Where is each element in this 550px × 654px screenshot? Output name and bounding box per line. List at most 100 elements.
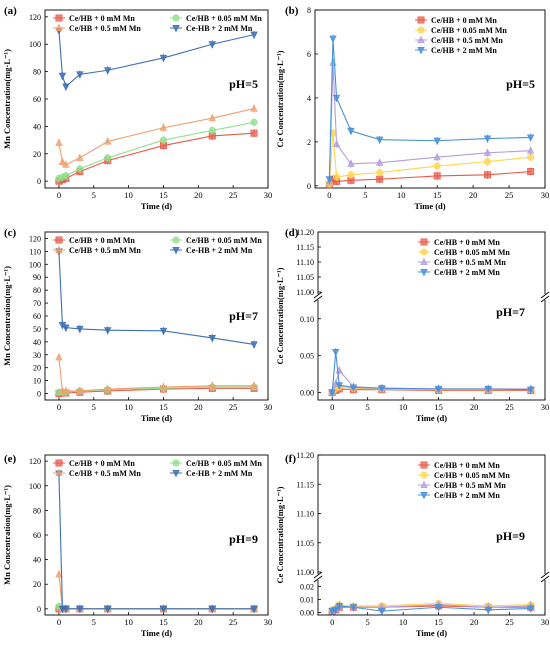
x-tick-label: 20: [470, 402, 479, 412]
y-tick-label: 11.05: [296, 273, 314, 282]
series-line: [328, 170, 531, 186]
data-point: [62, 605, 70, 614]
y-tick-label: 40: [33, 122, 41, 131]
x-tick-label: 30: [541, 190, 550, 200]
legend-marker: [172, 469, 180, 478]
x-tick-label: 10: [124, 190, 133, 200]
series-line: [58, 251, 255, 345]
data-point: [433, 162, 441, 170]
y-axis-label: Ce Concentration(mg·L⁻¹): [275, 50, 285, 147]
x-tick-label: 5: [366, 402, 370, 412]
data-point: [483, 148, 492, 156]
x-tick-label: 30: [541, 617, 550, 627]
legend-label: Ce/HB + 0.5 mM Mn: [431, 36, 503, 45]
data-point: [250, 129, 258, 137]
data-point: [433, 152, 441, 161]
data-point: [159, 605, 168, 614]
legend-label: Ce/HB + 0.05 mM Mn: [434, 471, 510, 480]
x-axis-label: Time (d): [141, 628, 172, 638]
data-point: [527, 386, 535, 395]
series-line: [58, 30, 255, 88]
data-point: [349, 384, 358, 392]
legend-marker: [172, 247, 180, 255]
y-tick-label: 20: [33, 364, 41, 373]
data-point: [159, 382, 168, 391]
data-point: [62, 324, 70, 333]
ph-label: pH=7: [496, 305, 525, 319]
data-point: [335, 602, 343, 611]
data-point: [58, 157, 67, 165]
data-point: [159, 327, 168, 336]
data-point: [104, 154, 112, 162]
legend-label: Ce/HB + 0.5 mM Mn: [69, 469, 141, 478]
legend-label: Ce/HB + 0.05 mM Mn: [431, 26, 507, 35]
data-point: [347, 171, 355, 179]
data-point: [526, 134, 535, 142]
y-axis-label: Mn Concentration(mg·L⁻¹): [2, 266, 12, 366]
y-tick-label: 80: [33, 286, 41, 295]
plot-frame: [314, 9, 546, 189]
axis-break-gap: [314, 294, 322, 300]
legend-marker: [420, 480, 428, 489]
legend-label: Ce/HB + 0.5 mM Mn: [434, 481, 506, 490]
data-point: [332, 139, 341, 148]
y-tick-label: 11.00: [296, 568, 314, 577]
y-tick-label: 0.01: [300, 596, 314, 605]
x-tick-label: 5: [92, 402, 96, 412]
legend-label: Ce/HB + 0 mM Mn: [69, 236, 135, 245]
data-point: [208, 126, 216, 134]
x-tick-label: 0: [57, 190, 61, 200]
y-axis-label: Ce Concentration(mg·L⁻¹): [275, 486, 285, 583]
y-tick-label: 0: [37, 390, 41, 399]
data-point: [335, 382, 343, 390]
series-line: [58, 121, 255, 179]
x-tick-label: 5: [366, 617, 370, 627]
y-tick-label: 70: [33, 299, 41, 308]
x-tick-label: 15: [159, 617, 168, 627]
x-axis-label: Time (d): [416, 413, 447, 423]
x-tick-label: 25: [505, 617, 514, 627]
data-point: [208, 41, 216, 49]
x-tick-label: 20: [194, 402, 203, 412]
x-tick-label: 10: [399, 402, 408, 412]
data-point: [55, 352, 63, 361]
legend-label: Ce/HB + 0 mM Mn: [69, 14, 135, 23]
panel-label: (f): [285, 453, 296, 465]
legend-label: Ce/HB + 0.05 mM Mn: [186, 14, 262, 23]
y-tick-label: 80: [33, 506, 41, 515]
legend-marker: [420, 268, 428, 277]
y-axis-label: Mn Concentration(mg·L⁻¹): [2, 49, 12, 149]
axis-break-gap: [541, 574, 549, 580]
data-point: [332, 94, 341, 103]
data-point: [433, 137, 441, 146]
x-tick-label: 25: [229, 190, 238, 200]
y-tick-label: 120: [29, 234, 41, 243]
panel-label: (b): [285, 5, 299, 17]
x-tick-label: 25: [505, 402, 514, 412]
panel-label: (d): [285, 227, 299, 239]
legend-marker: [420, 471, 428, 479]
data-point: [76, 386, 84, 394]
axis-break-mark: [313, 571, 323, 579]
legend-label: Ce/HB + 2 mM Mn: [434, 268, 500, 277]
legend-label: Ce-HB + 2 mM Mn: [186, 246, 253, 255]
legend-label: Ce-HB + 2 mM Mn: [186, 469, 253, 478]
y-axis-label: Ce Concentration(mg·L⁻¹): [275, 267, 285, 364]
series-line: [331, 351, 531, 393]
data-point: [250, 118, 258, 126]
data-point: [483, 135, 492, 143]
data-point: [76, 605, 84, 614]
data-point: [484, 606, 492, 615]
x-tick-label: 15: [434, 402, 443, 412]
data-point: [250, 104, 258, 112]
data-point: [434, 604, 443, 612]
panel-label: (e): [4, 453, 17, 465]
legend-marker: [417, 16, 425, 24]
panel-e: 0 5 10 15 20 25 30 Time (d) 0 20 40 60 80 100 120 Mn Co…: [2, 453, 272, 638]
data-point: [62, 172, 70, 180]
y-tick-label: 100: [29, 482, 41, 491]
y-tick-label: 11.20: [296, 228, 314, 237]
y-tick-label: 120: [29, 457, 41, 466]
legend-marker: [55, 459, 63, 467]
data-point: [250, 31, 258, 40]
